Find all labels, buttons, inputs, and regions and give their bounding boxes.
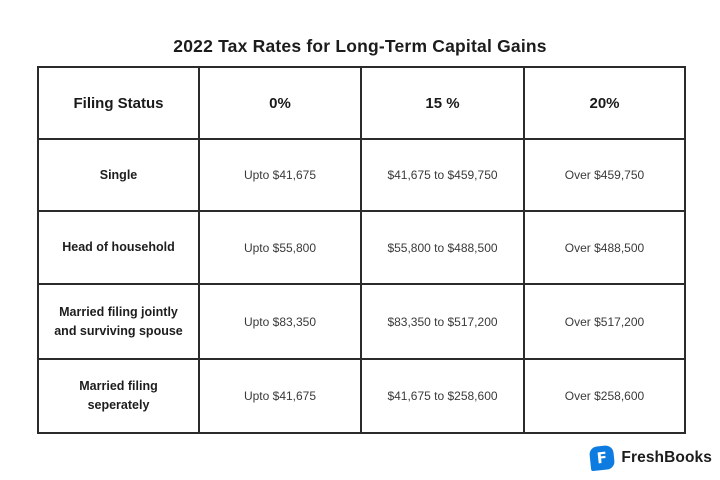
column-header-filing-status: Filing Status xyxy=(37,66,200,140)
column-header-0-percent: 0% xyxy=(198,66,362,140)
rate-20-cell: Over $459,750 xyxy=(523,138,686,212)
table-row-married-separately: Married filing seperately Upto $41,675 $… xyxy=(37,358,686,434)
rate-15-cell: $41,675 to $258,600 xyxy=(360,358,525,434)
rate-15-cell: $41,675 to $459,750 xyxy=(360,138,525,212)
column-header-20-percent: 20% xyxy=(523,66,686,140)
rate-20-cell: Over $258,600 xyxy=(523,358,686,434)
page-title: 2022 Tax Rates for Long-Term Capital Gai… xyxy=(173,36,547,56)
freshbooks-logo-icon: F xyxy=(589,444,616,472)
table-row-single: Single Upto $41,675 $41,675 to $459,750 … xyxy=(37,138,686,212)
table-header-row: Filing Status 0% 15 % 20% xyxy=(37,66,686,140)
table-row-head-of-household: Head of household Upto $55,800 $55,800 t… xyxy=(37,210,686,285)
table-row-married-jointly: Married filing jointly and surviving spo… xyxy=(37,283,686,360)
filing-status-cell: Married filing seperately xyxy=(37,358,200,434)
rate-0-cell: Upto $83,350 xyxy=(198,283,362,360)
filing-status-cell: Married filing jointly and surviving spo… xyxy=(37,283,200,360)
rate-15-cell: $83,350 to $517,200 xyxy=(360,283,525,360)
filing-status-cell: Single xyxy=(37,138,200,212)
rate-15-cell: $55,800 to $488,500 xyxy=(360,210,525,285)
rate-0-cell: Upto $55,800 xyxy=(198,210,362,285)
rate-0-cell: Upto $41,675 xyxy=(198,138,362,212)
rate-0-cell: Upto $41,675 xyxy=(198,358,362,434)
freshbooks-brand: F FreshBooks xyxy=(589,444,712,472)
rate-20-cell: Over $517,200 xyxy=(523,283,686,360)
tax-rates-table: Filing Status 0% 15 % 20% Single Upto $4… xyxy=(37,66,686,434)
freshbooks-brand-name: FreshBooks xyxy=(621,449,712,466)
rate-20-cell: Over $488,500 xyxy=(523,210,686,285)
column-header-15-percent: 15 % xyxy=(360,66,525,140)
filing-status-cell: Head of household xyxy=(37,210,200,285)
